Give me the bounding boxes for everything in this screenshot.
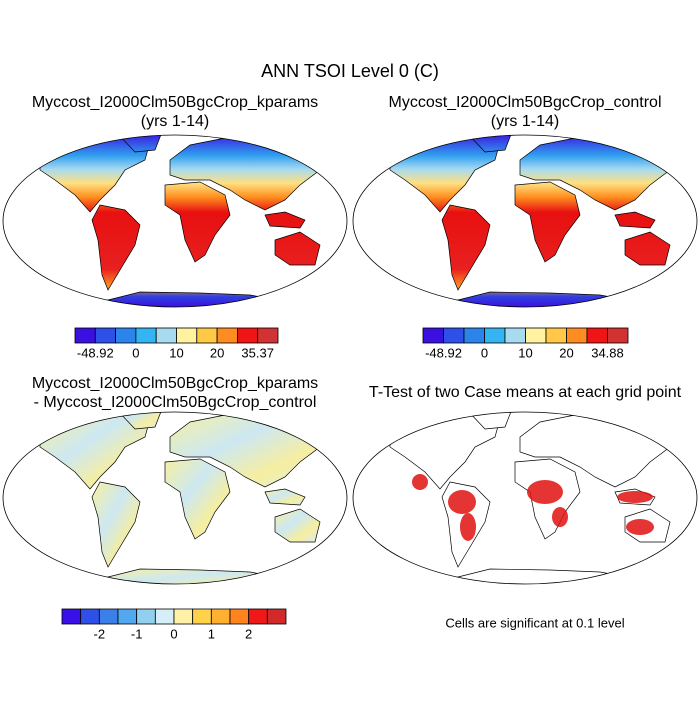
colorbar-swatch: [154, 608, 175, 625]
panel-title: (yrs 1-14): [491, 113, 559, 130]
panel-title: T-Test of two Case means at each grid po…: [369, 384, 682, 401]
significant-cells: [527, 480, 563, 504]
continent: [624, 231, 671, 266]
colorbar-swatch: [236, 327, 259, 344]
continent: [514, 181, 581, 263]
map-border: [2, 411, 348, 585]
map: [352, 411, 698, 585]
significant-cells: [412, 474, 428, 490]
colorbar-swatch: [257, 327, 279, 344]
continent: [264, 211, 306, 229]
colorbar-swatch: [566, 327, 588, 344]
colorbar-swatch: [545, 327, 567, 344]
colorbar-label: 2: [245, 626, 252, 641]
panel-note: Cells are significant at 0.1 level: [445, 615, 624, 630]
continent: [467, 412, 513, 430]
colorbar-swatch: [443, 327, 465, 344]
colorbar-swatch: [173, 608, 194, 625]
colorbar-swatch: [248, 608, 268, 625]
colorbar-label: -1: [131, 626, 143, 641]
colorbar-swatch: [216, 327, 238, 344]
colorbar-swatch: [266, 608, 287, 625]
colorbar-swatch: [115, 327, 137, 344]
colorbar-swatch: [135, 327, 157, 344]
panel-title: (yrs 1-14): [141, 113, 209, 130]
continent: [91, 204, 141, 291]
panel-title: Myccost_I2000Clm50BgcCrop_kparams: [32, 375, 318, 392]
colorbar-label: 0: [132, 345, 139, 360]
continent: [467, 135, 513, 153]
colorbar-swatch: [586, 327, 608, 344]
colorbar-label: 10: [518, 345, 532, 360]
colorbar-label: 34.88: [591, 345, 624, 360]
figure-title: ANN TSOI Level 0 (C): [261, 61, 439, 81]
significant-cells: [626, 519, 654, 535]
map: [2, 411, 348, 585]
colorbar-swatch: [155, 327, 177, 344]
colorbar-swatch: [94, 327, 117, 344]
panel-title: Myccost_I2000Clm50BgcCrop_kparams: [32, 94, 318, 111]
colorbar-label: 1: [208, 626, 215, 641]
significant-cells: [617, 491, 653, 503]
colorbar-swatch: [463, 327, 485, 344]
map-border: [352, 134, 698, 308]
significant-cells: [448, 490, 476, 514]
colorbar-label: 0: [481, 345, 488, 360]
colorbar-swatch: [117, 608, 138, 625]
colorbar-label: 35.37: [241, 345, 274, 360]
colorbar-label: 20: [559, 345, 573, 360]
continent: [91, 481, 141, 568]
map-border: [2, 134, 348, 308]
colorbar-swatch: [80, 608, 100, 625]
colorbar-swatch: [525, 327, 547, 344]
continent: [117, 412, 163, 430]
colorbar-label: -2: [94, 626, 106, 641]
colorbar-swatch: [196, 327, 218, 344]
continent: [99, 291, 311, 307]
colorbar-swatch: [229, 608, 250, 625]
continent: [99, 568, 311, 584]
colorbar-label: 10: [169, 345, 183, 360]
map: [352, 134, 698, 308]
colorbar-label: -48.92: [425, 345, 462, 360]
colorbar-swatch: [136, 608, 156, 625]
colorbar-swatch: [484, 327, 506, 344]
continent: [449, 291, 661, 307]
continents: [39, 412, 331, 584]
colorbar-label: 20: [210, 345, 224, 360]
land: [39, 412, 331, 584]
colorbar-swatch: [61, 608, 82, 625]
continent: [441, 204, 491, 291]
colorbar-swatch: [607, 327, 629, 344]
continent: [274, 231, 321, 266]
significant-cells: [460, 513, 476, 541]
colorbar-swatch: [98, 608, 119, 625]
colorbar-swatch: [192, 608, 212, 625]
colorbar-label: 0: [170, 626, 177, 641]
continent: [164, 181, 231, 263]
continent: [264, 488, 306, 506]
continent: [614, 211, 656, 229]
map: [2, 134, 348, 308]
continent: [449, 568, 661, 584]
panel-title: - Myccost_I2000Clm50BgcCrop_control: [34, 394, 317, 411]
panel-title: Myccost_I2000Clm50BgcCrop_control: [388, 94, 661, 111]
colorbar-swatch: [422, 327, 444, 344]
colorbar-swatch: [504, 327, 526, 344]
continent: [117, 135, 163, 153]
map-border: [352, 411, 698, 585]
continent: [164, 458, 231, 540]
colorbar-label: -48.92: [77, 345, 114, 360]
colorbar-swatch: [210, 608, 231, 625]
colorbar-swatch: [176, 327, 198, 344]
significant-cells: [552, 507, 568, 527]
colorbar-swatch: [74, 327, 96, 344]
continent: [274, 508, 321, 543]
